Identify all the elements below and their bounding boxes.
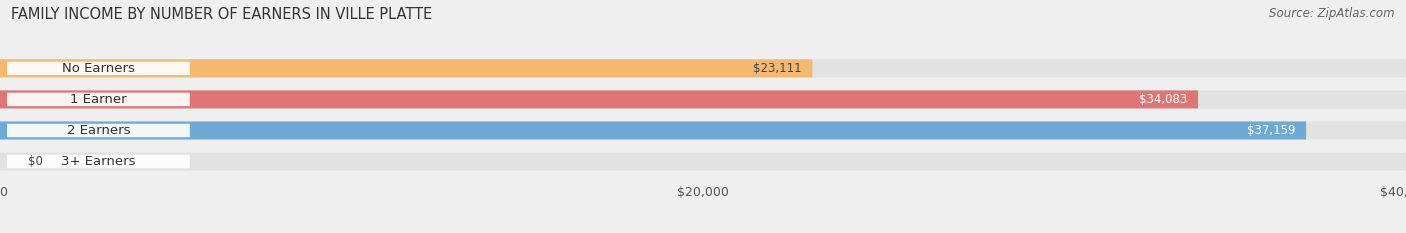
Text: $0: $0 [28,155,44,168]
FancyBboxPatch shape [7,62,190,75]
FancyBboxPatch shape [7,93,190,106]
Text: 3+ Earners: 3+ Earners [62,155,135,168]
FancyBboxPatch shape [7,155,190,168]
FancyBboxPatch shape [0,121,1406,140]
Text: $37,159: $37,159 [1247,124,1295,137]
Text: FAMILY INCOME BY NUMBER OF EARNERS IN VILLE PLATTE: FAMILY INCOME BY NUMBER OF EARNERS IN VI… [11,7,433,22]
Text: 1 Earner: 1 Earner [70,93,127,106]
Text: $23,111: $23,111 [754,62,801,75]
FancyBboxPatch shape [7,124,190,137]
Text: $34,083: $34,083 [1139,93,1188,106]
FancyBboxPatch shape [0,90,1406,108]
FancyBboxPatch shape [0,121,1306,140]
FancyBboxPatch shape [0,90,1198,108]
FancyBboxPatch shape [0,59,1406,77]
Text: 2 Earners: 2 Earners [66,124,131,137]
Text: No Earners: No Earners [62,62,135,75]
FancyBboxPatch shape [0,59,813,77]
FancyBboxPatch shape [0,153,1406,171]
Text: Source: ZipAtlas.com: Source: ZipAtlas.com [1270,7,1395,20]
